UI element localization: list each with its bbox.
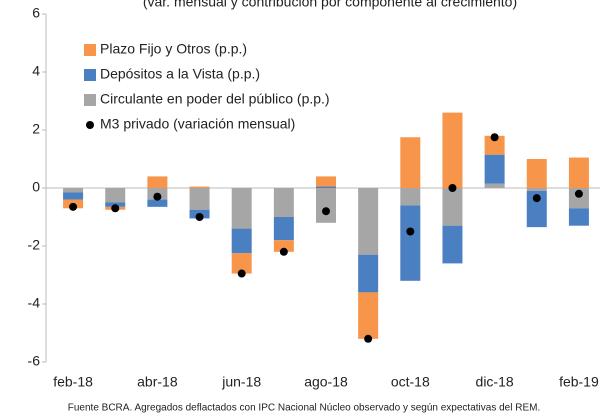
source-note: Fuente BCRA. Agregados deflactados con I… [68, 403, 541, 414]
legend-swatch [84, 94, 96, 106]
bar-segment [484, 154, 505, 184]
bar-segment [526, 190, 547, 228]
bar-segment [231, 228, 252, 254]
dot-marker [574, 189, 583, 198]
bar-segment [147, 199, 168, 207]
x-tick-label: jun-18 [221, 374, 261, 390]
legend-label: Circulante en poder del público (p.p.) [100, 91, 330, 107]
y-tick-label: 4 [32, 63, 40, 79]
x-tick-label: oct-18 [391, 374, 430, 390]
x-tick-label: ago-18 [304, 374, 348, 390]
bar-segment [442, 188, 463, 226]
bar-segment [273, 217, 294, 241]
legend-swatch [84, 44, 96, 56]
bar-segment [358, 254, 379, 293]
y-tick-label: 0 [32, 179, 40, 195]
bar-segment [63, 192, 84, 200]
chart-title: (var. mensual y contribución por compone… [143, 0, 517, 10]
bar-segment [316, 176, 336, 187]
bar-segment [358, 292, 379, 339]
bar-segment [273, 240, 294, 252]
bar-segment [400, 205, 421, 281]
bar-segment [400, 137, 421, 188]
dot-marker [111, 204, 120, 213]
dot-marker [532, 194, 541, 203]
bar-segment [63, 188, 84, 193]
dot-marker [69, 202, 78, 211]
y-tick-label: -2 [28, 237, 41, 253]
bar-segment [568, 208, 589, 226]
dot-marker [406, 227, 415, 236]
bar-segment [316, 188, 336, 223]
legend-label: Plazo Fijo y Otros (p.p.) [100, 41, 247, 57]
bar-segment [189, 186, 210, 188]
bar-segment [526, 188, 547, 191]
dot-marker [490, 133, 499, 142]
dot-marker [364, 334, 373, 343]
x-tick-label: dic-18 [476, 374, 514, 390]
bar-segment [526, 159, 547, 188]
x-tick-label: feb-18 [53, 374, 93, 390]
bar-segment [147, 176, 168, 188]
legend-label: Depósitos a la Vista (p.p.) [100, 66, 260, 82]
bar-segment [484, 135, 505, 155]
bar-segment [442, 112, 463, 188]
dot-marker [322, 207, 330, 216]
y-tick-label: -6 [28, 353, 41, 369]
bar-segment [316, 186, 336, 188]
dot-marker [279, 247, 288, 256]
legend-label: M3 privado (variación mensual) [100, 116, 295, 132]
x-tick-label: abr-18 [137, 374, 178, 390]
y-tick-label: -4 [28, 295, 41, 311]
bar-segment [273, 188, 294, 217]
dot-marker [195, 213, 204, 221]
bar-segment [105, 188, 126, 203]
bar-segment [568, 157, 589, 188]
bar-segment [442, 225, 463, 264]
bar-segment [231, 253, 252, 274]
bar-segment [189, 188, 210, 210]
bar-segment [568, 188, 589, 209]
y-tick-label: 2 [32, 121, 40, 137]
bar-segment [231, 188, 252, 229]
dot-marker [448, 184, 457, 192]
legend-swatch [86, 121, 94, 129]
bar-segment [484, 183, 505, 188]
bar-segment [358, 188, 379, 255]
bar-segment [400, 188, 421, 206]
dot-marker [237, 269, 246, 278]
y-tick-label: 6 [32, 5, 40, 21]
legend-swatch [84, 69, 96, 81]
dot-marker [153, 192, 162, 201]
x-tick-label: feb-19 [559, 374, 599, 390]
